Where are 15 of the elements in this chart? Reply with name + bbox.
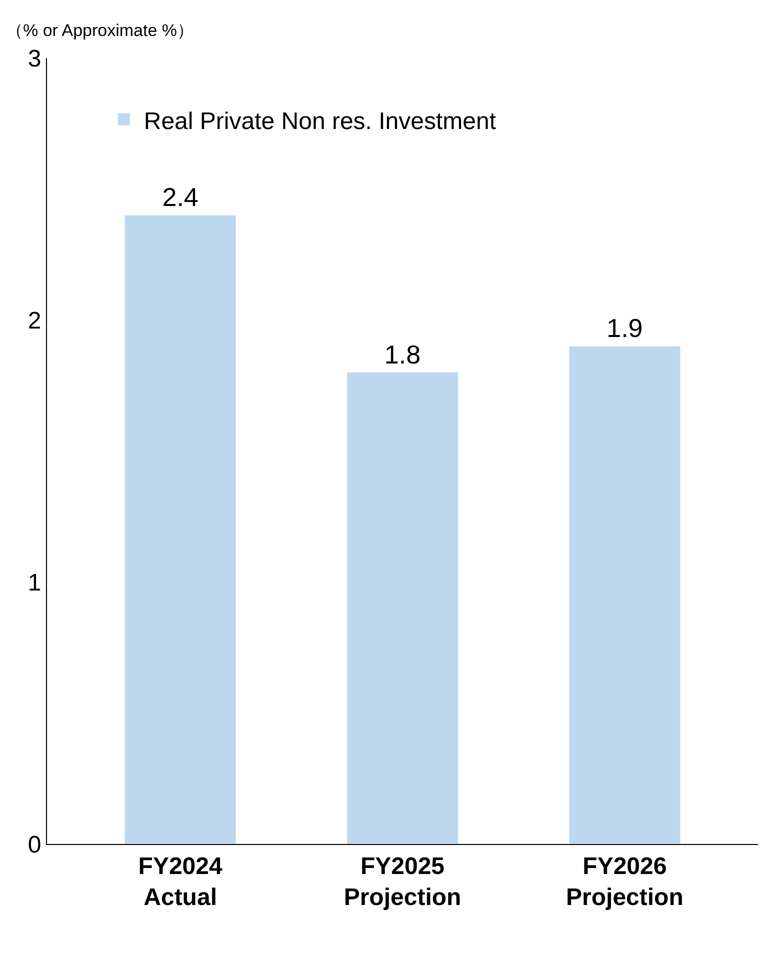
data-label: 1.8: [384, 339, 421, 370]
bar: [346, 372, 458, 844]
x-tick-label: FY2025 Projection: [344, 852, 462, 911]
data-label: 2.4: [162, 182, 198, 212]
x-tick-label: FY2026 Projection: [566, 852, 684, 911]
y-tick-label: 3: [28, 45, 42, 72]
y-axis-title: （% or Approximate %）: [6, 21, 194, 40]
data-label: 1.9: [606, 313, 643, 344]
y-tick-label: 0: [28, 831, 42, 858]
bar: [124, 214, 236, 844]
y-tick-label: 2: [28, 307, 42, 334]
bar: [568, 346, 680, 844]
y-tick-label: 1: [28, 569, 42, 596]
x-tick-label: FY2024 Actual: [138, 852, 223, 911]
legend-label: Real Private Non res. Investment: [144, 108, 496, 135]
